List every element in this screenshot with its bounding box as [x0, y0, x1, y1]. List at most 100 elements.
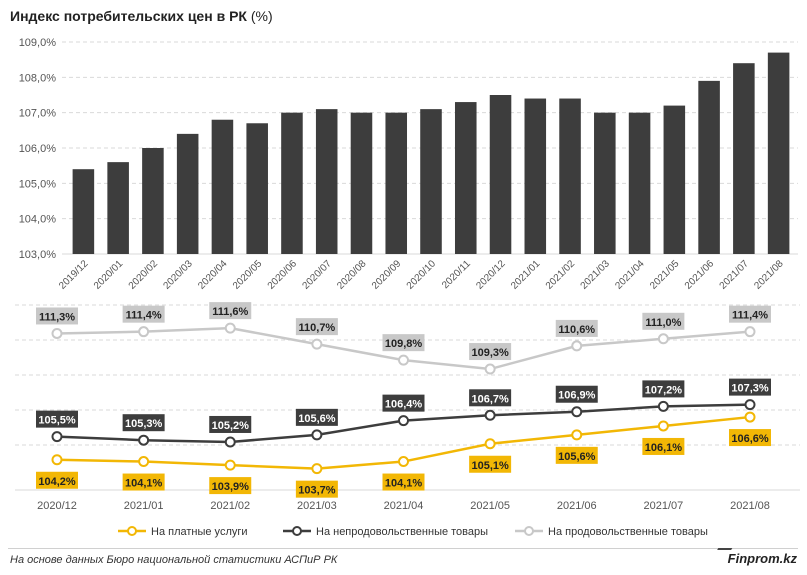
bar: [211, 119, 234, 254]
line-x-tick-label: 2021/04: [384, 500, 424, 512]
bar-x-tick-label: 2021/01: [509, 258, 543, 292]
data-label-box-nonfood: [469, 389, 512, 407]
series-point-food: [138, 326, 150, 338]
series-point-nonfood: [398, 415, 409, 427]
bar: [524, 98, 547, 255]
data-label-box-food: [729, 305, 771, 323]
data-label-box-food: [295, 318, 338, 336]
bar-x-tick-label: 2020/02: [127, 258, 161, 292]
data-label-nonfood: 105,5%: [38, 415, 76, 427]
bar-x-tick-label: 2020/10: [405, 258, 439, 292]
data-label-box-nonfood: [642, 380, 685, 398]
series-point-nonfood: [51, 431, 63, 443]
bar-x-tick-label: 2020/09: [370, 258, 404, 292]
data-label-services: 105,1%: [471, 460, 509, 472]
series-point-food: [571, 340, 583, 352]
data-label-box-services: [122, 473, 165, 491]
bar-x-tick-label: 2020/04: [196, 258, 230, 292]
bar: [107, 162, 129, 254]
data-label-box-food: [555, 319, 598, 337]
series-point-food: [311, 338, 323, 350]
data-label-food: 111,3%: [39, 311, 75, 323]
data-label-box-nonfood: [555, 385, 598, 403]
data-label-services: 104,1%: [385, 478, 423, 490]
data-label-box-food: [36, 307, 78, 325]
legend-label-services: На платные услуги: [151, 526, 248, 538]
series-point-food: [398, 354, 409, 366]
data-label-food: 109,8%: [385, 338, 423, 350]
bar-x-tick-label: 2020/05: [231, 258, 265, 292]
bar-y-tick-label: 106,0%: [19, 143, 57, 155]
footer-divider: [8, 548, 798, 549]
bar: [594, 112, 616, 255]
data-label-food: 111,4%: [732, 310, 768, 322]
data-label-nonfood: 106,9%: [558, 390, 596, 402]
line-x-tick-label: 2021/08: [730, 500, 770, 512]
bar-x-tick-label: 2020/11: [440, 258, 473, 291]
bar: [663, 105, 686, 254]
series-point-nonfood: [571, 406, 583, 418]
line-chart: 2020/12 2021/01 2021/02 2021/03 2021/04 2021/…: [15, 302, 800, 512]
series-point-services: [51, 454, 63, 466]
data-label-box-services: [642, 437, 685, 455]
bar: [628, 112, 651, 255]
bar: [142, 148, 164, 254]
series-point-services: [484, 438, 496, 450]
data-label-services: 104,1%: [125, 478, 163, 490]
series-point-food: [484, 363, 496, 375]
bar: [733, 63, 755, 255]
bar-x-tick-label: 2020/06: [266, 258, 300, 292]
source-note: На основе данных Бюро национальной стати…: [10, 554, 338, 566]
data-label-box-nonfood: [729, 378, 771, 396]
brand-name: Finprom.kz: [727, 551, 797, 566]
data-label-box-services: [295, 480, 338, 498]
bar-x-tick-label: 2021/05: [648, 258, 682, 292]
data-label-food: 111,4%: [126, 310, 162, 322]
bar: [420, 109, 442, 254]
data-label-food: 111,6%: [212, 306, 248, 318]
bar: [385, 112, 408, 255]
bar-y-tick-label: 104,0%: [19, 214, 57, 226]
series-point-nonfood: [484, 409, 496, 421]
series-point-food: [744, 326, 756, 338]
legend-swatch-point-food: [524, 526, 534, 536]
line-x-tick-label: 2020/12: [37, 500, 77, 512]
bar: [350, 112, 373, 255]
data-label-box-services: [469, 455, 512, 473]
bar: [246, 123, 268, 255]
series-point-services: [398, 456, 409, 468]
bar: [72, 169, 95, 254]
line-x-tick-label: 2021/05: [470, 500, 510, 512]
line-x-tick-label: 2021/02: [210, 500, 250, 512]
data-label-box-services: [382, 473, 425, 491]
bar-chart: 103,0% 104,0% 105,0% 106,0% 107,0% 108,0% 109,…: [19, 37, 798, 292]
bar-x-tick-label: 2020/08: [335, 258, 369, 292]
series-point-nonfood: [744, 399, 756, 411]
data-label-box-nonfood: [382, 394, 425, 412]
data-label-box-food: [642, 312, 685, 330]
bar-x-tick-label: 2020/03: [161, 258, 195, 292]
data-label-box-services: [209, 477, 252, 495]
bar-x-tick-label: 2020/01: [92, 258, 126, 292]
data-label-services: 103,9%: [212, 481, 250, 493]
series-point-services: [224, 459, 236, 471]
data-label-food: 111,0%: [645, 317, 681, 329]
legend-label-nonfood: На непродовольственные товары: [316, 526, 488, 538]
bar: [454, 102, 477, 254]
bar-x-tick-label: 2021/02: [544, 258, 578, 292]
bar-x-tick-label: 2021/08: [752, 258, 786, 292]
series-point-services: [571, 429, 583, 441]
data-label-box-food: [209, 302, 252, 320]
data-label-nonfood: 105,2%: [212, 420, 250, 432]
data-label-services: 106,6%: [731, 433, 769, 445]
data-label-box-nonfood: [295, 408, 338, 426]
data-label-food: 110,6%: [558, 324, 595, 336]
data-label-services: 104,2%: [38, 476, 76, 488]
data-label-box-nonfood: [122, 414, 165, 432]
data-label-nonfood: 107,2%: [645, 384, 683, 396]
series-point-food: [657, 333, 669, 345]
data-label-nonfood: 106,7%: [471, 393, 509, 405]
line-x-tick-label: 2021/06: [557, 500, 597, 512]
series-point-food: [51, 327, 63, 339]
